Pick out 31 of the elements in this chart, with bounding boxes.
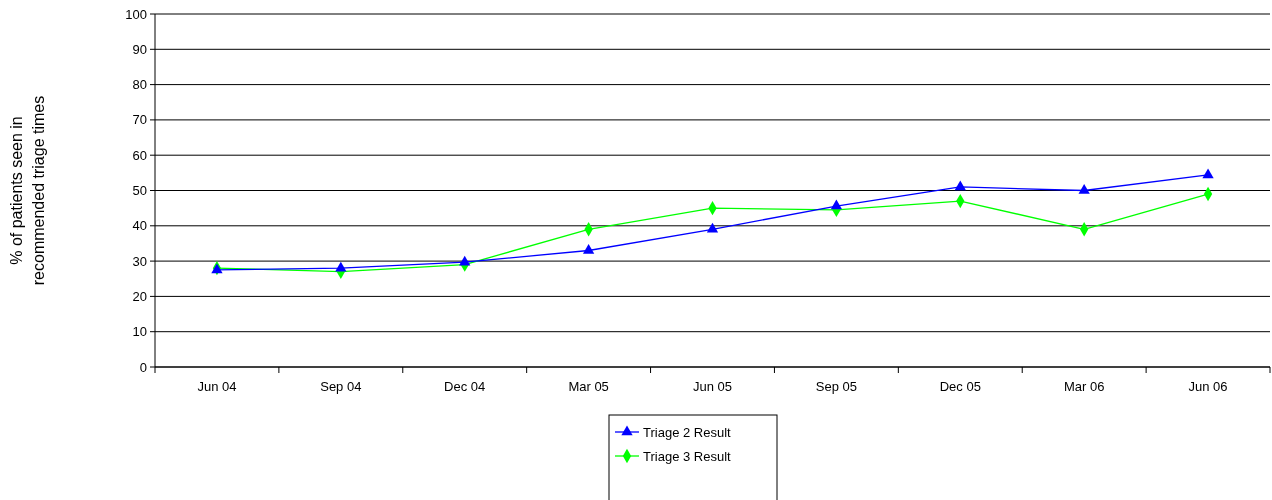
x-tick-label: Jun 04	[197, 379, 237, 394]
point	[582, 244, 595, 254]
y-tick-label: 10	[132, 324, 147, 340]
legend-label: Triage 3 Result	[643, 448, 732, 464]
y-tick-label: 0	[139, 359, 147, 375]
x-tick-label: Jun 06	[1188, 379, 1228, 394]
y-tick-label: 20	[132, 288, 147, 304]
y-tick-label: 90	[132, 41, 147, 57]
x-tick-label: Mar 05	[568, 379, 609, 394]
point	[954, 180, 966, 191]
x-tick-label: Dec 05	[939, 379, 981, 394]
point	[335, 261, 347, 272]
point	[706, 222, 719, 233]
point	[459, 255, 471, 266]
y-axis-title: % of patients seen in recommended triage times	[8, 95, 47, 286]
legend-label: Triage 2 Result	[643, 424, 732, 440]
x-tick-label: Sep 04	[320, 379, 362, 394]
y-tick-label: 100	[125, 6, 147, 22]
point	[830, 199, 843, 210]
y-tick-label: 60	[132, 147, 147, 163]
x-tick-label: Mar 06	[1063, 379, 1105, 394]
y-tick-label: 40	[132, 218, 147, 234]
point	[1078, 183, 1090, 194]
x-tick-label: Sep 05	[815, 379, 857, 394]
y-tick-label: 50	[132, 183, 147, 199]
y-tick-label: 30	[132, 253, 147, 269]
x-tick-label: Jun 05	[692, 379, 733, 394]
point	[1202, 168, 1214, 179]
y-tick-label: 70	[132, 112, 147, 128]
y-tick-label: 80	[132, 77, 147, 93]
x-tick-label: Dec 04	[444, 379, 486, 394]
